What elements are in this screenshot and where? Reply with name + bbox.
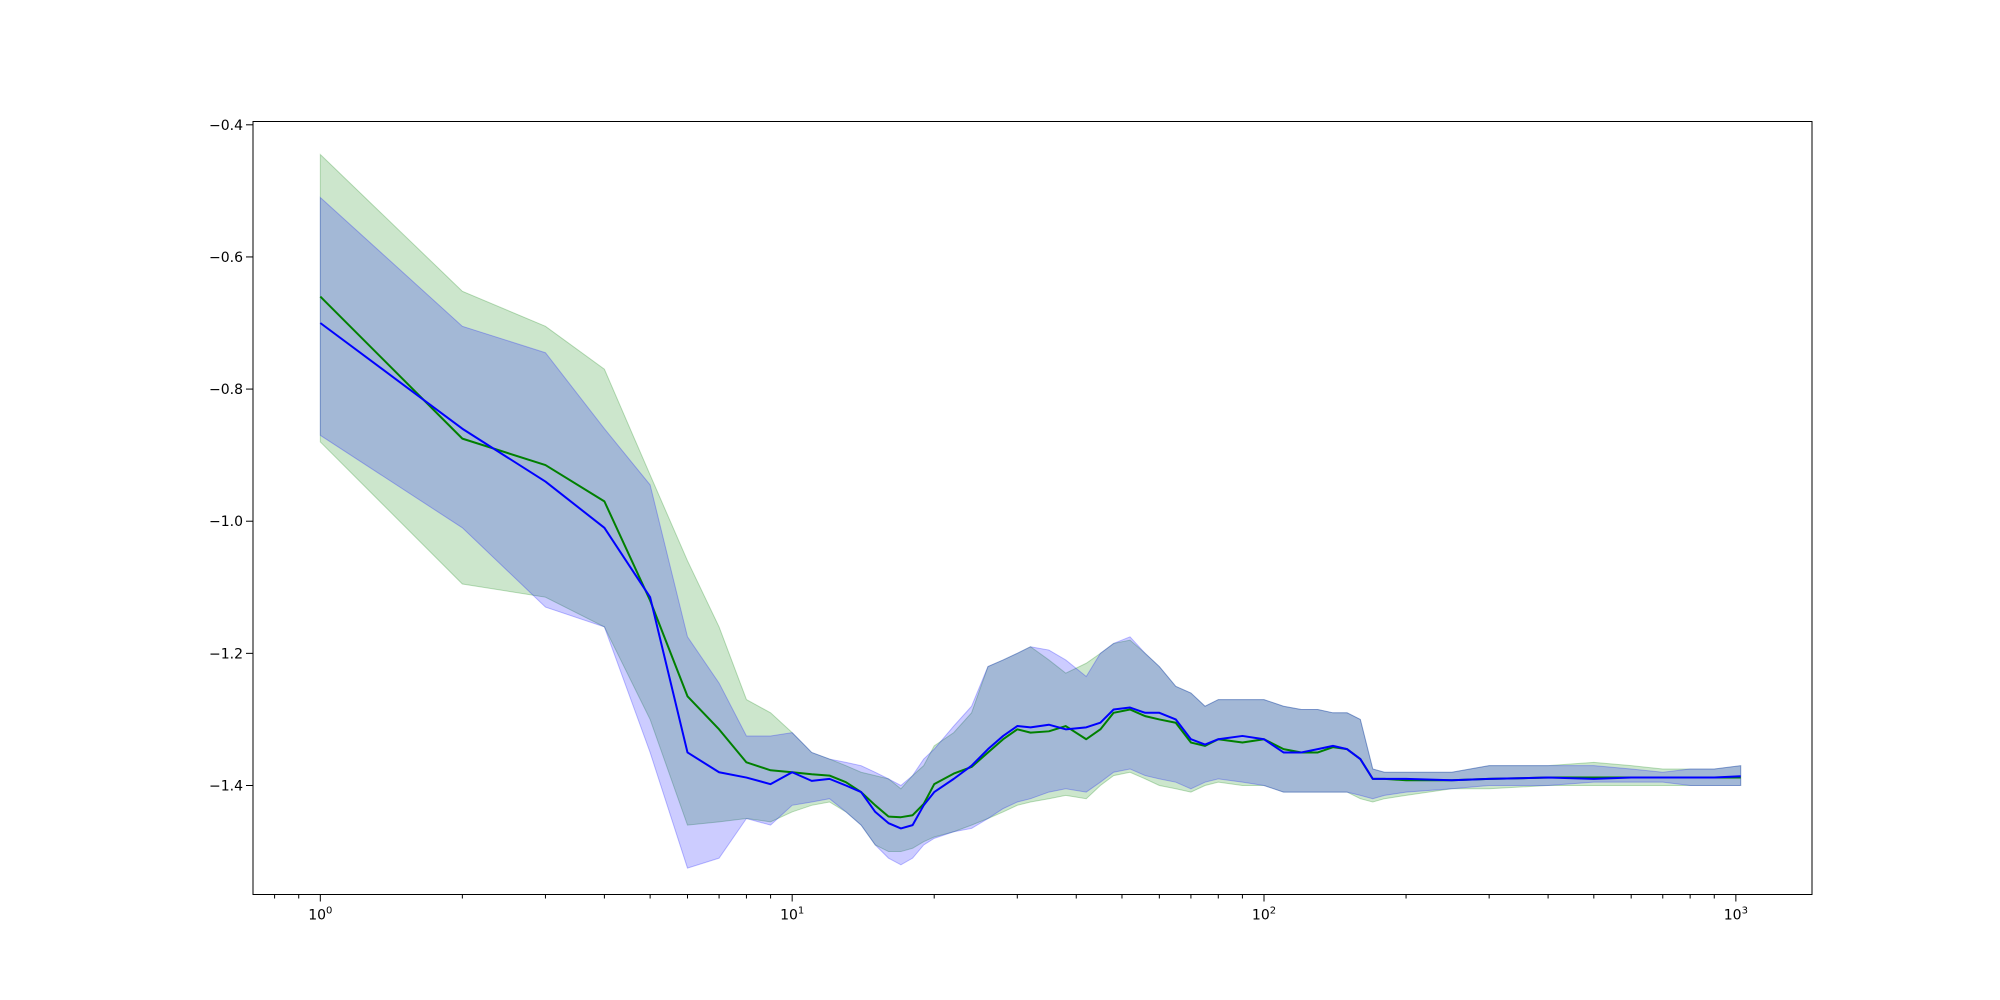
x-tick-label: 100 [308, 906, 332, 924]
y-axis: −0.4 −0.6 −0.8 −1.0 −1.2 −1.4 [209, 118, 253, 794]
x-axis: 100 101 102 103 [274, 894, 1748, 924]
series-1-band [319, 196, 1742, 869]
y-tick-label: −0.8 [209, 382, 243, 398]
x-tick-label: 101 [780, 906, 804, 924]
plot-frame [252, 121, 1813, 895]
y-tick-label: −1.0 [209, 514, 243, 530]
y-tick-label: −1.4 [209, 778, 243, 794]
y-tick-label: −1.2 [209, 646, 243, 662]
confidence-bands [319, 153, 1742, 869]
series-lines [319, 295, 1741, 830]
y-tick-label: −0.6 [209, 250, 243, 266]
x-tick-label: 102 [1252, 906, 1276, 924]
x-tick-label: 103 [1724, 906, 1748, 924]
series-1-line [319, 322, 1741, 830]
series-0-band [319, 153, 1742, 853]
y-tick-label: −0.4 [209, 118, 243, 134]
